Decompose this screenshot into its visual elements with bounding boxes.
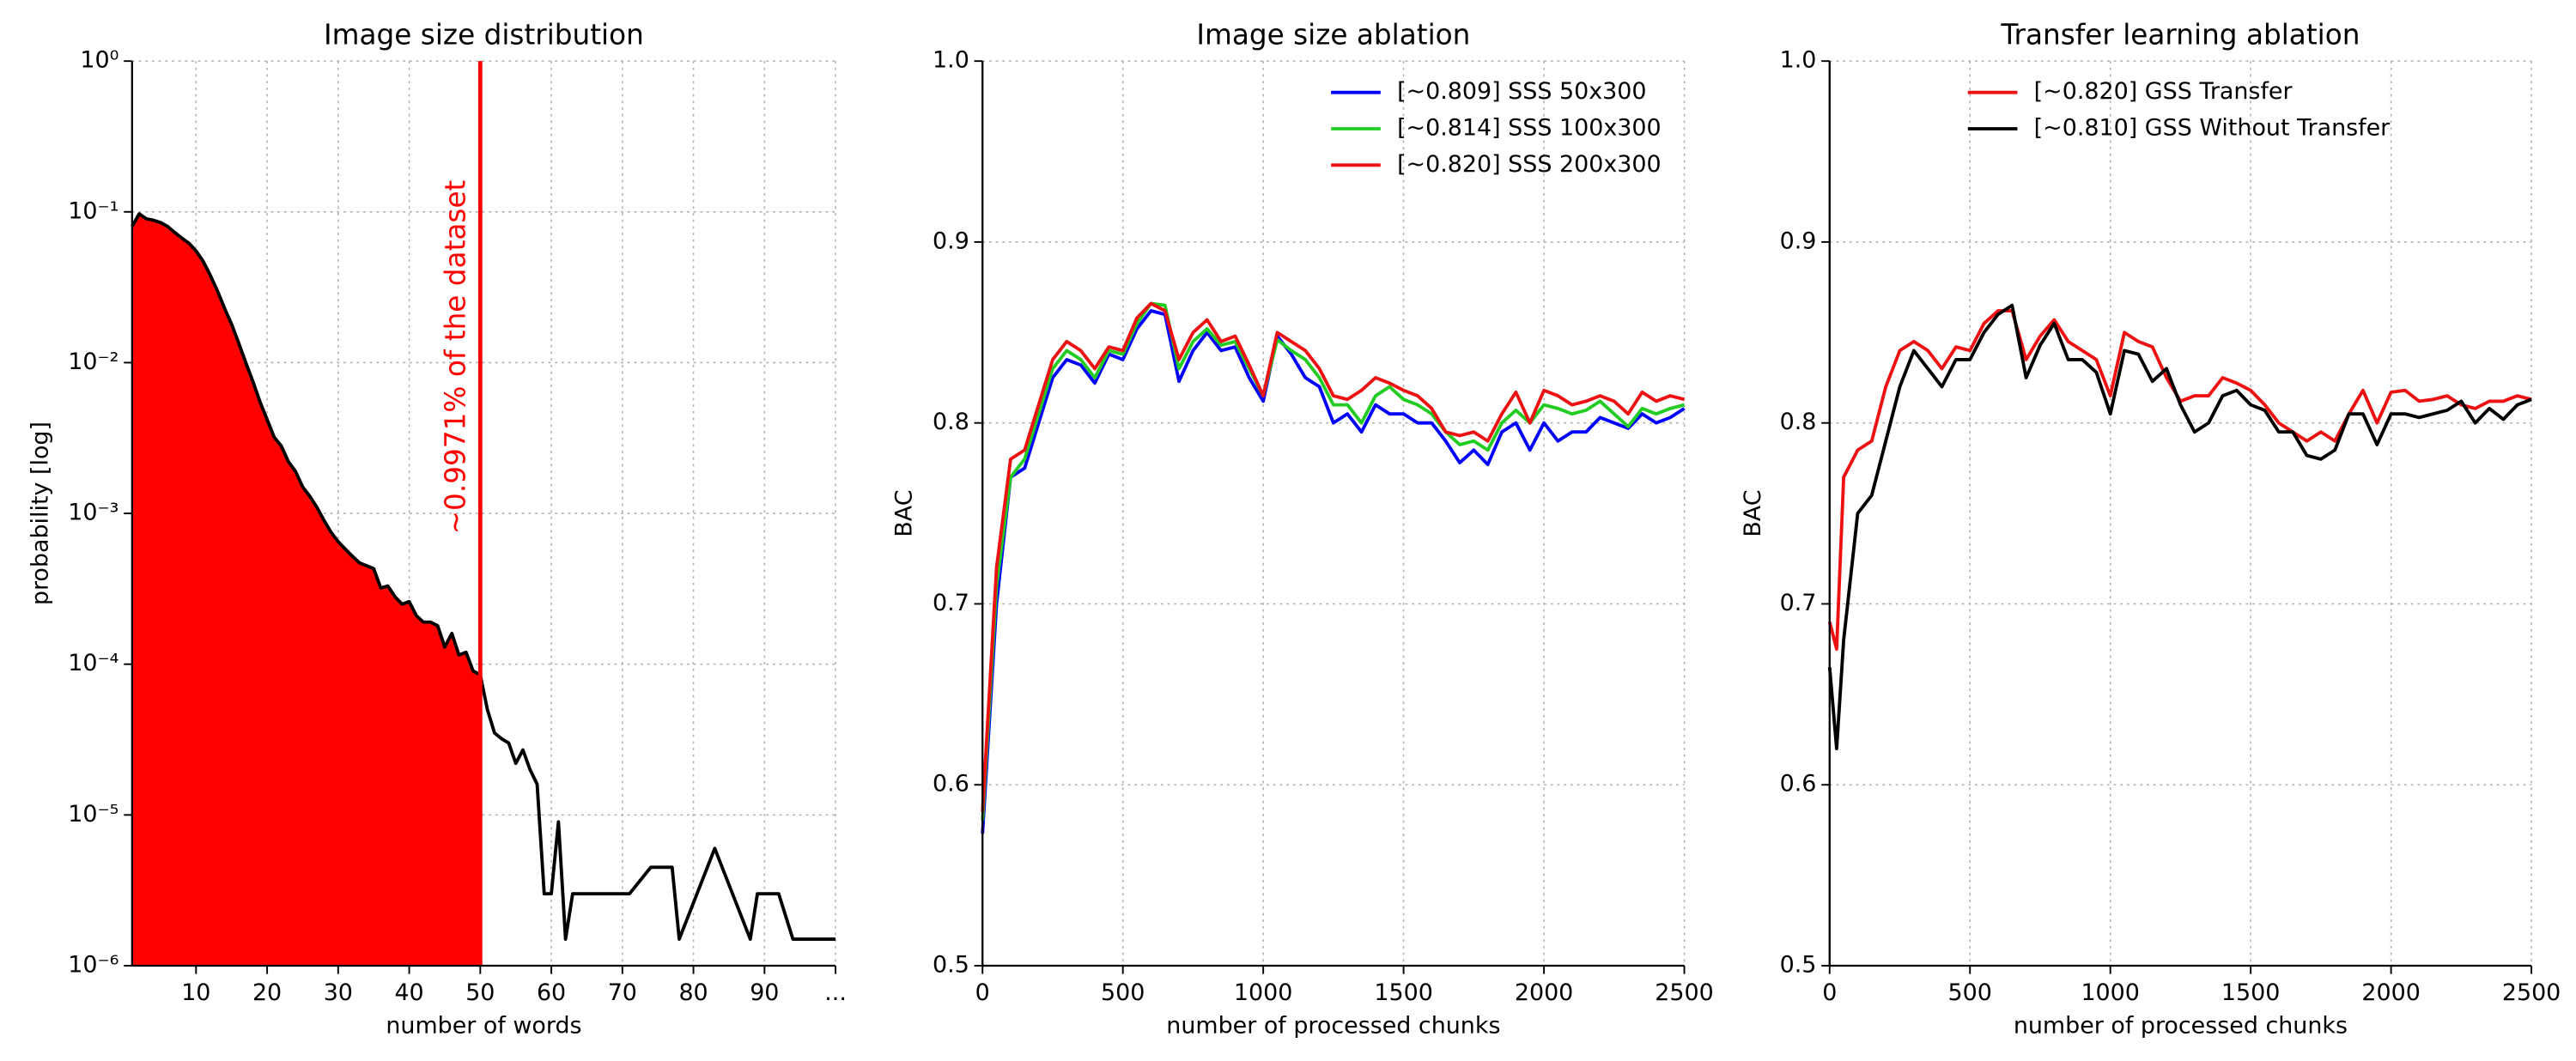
y-tick-label: 0.7 (1780, 590, 1817, 616)
legend-label: [~0.809] SSS 50x300 (1397, 78, 1646, 105)
x-tick-label: 20 (252, 979, 282, 1006)
y-axis-label: BAC (1740, 489, 1766, 537)
annotation: ~0.9971% of the dataset (439, 179, 471, 534)
x-tick-label: 0 (1822, 979, 1837, 1006)
series-line (981, 309, 1686, 834)
area-fill (131, 214, 481, 966)
legend-label: [~0.820] GSS Transfer (2034, 78, 2293, 105)
y-tick-label: 0.8 (1780, 409, 1817, 435)
x-tick-label: 500 (1101, 979, 1145, 1006)
subplot: Transfer learning ablation number of proc… (1740, 18, 2561, 1039)
chart-title: Image size ablation (1196, 18, 1470, 51)
x-tick-label: 1000 (1234, 979, 1292, 1006)
x-tick-label: 500 (1948, 979, 1992, 1006)
y-tick-label: 0.7 (933, 590, 969, 616)
y-tick-label: 10⁻⁴ (68, 650, 118, 676)
y-tick-label: 0.6 (1780, 771, 1817, 797)
x-tick-label: 70 (608, 979, 637, 1006)
y-tick-label: 0.9 (1780, 227, 1817, 254)
y-tick-label: 1.0 (933, 47, 969, 74)
x-tick-label: 80 (678, 979, 708, 1006)
legend-label: [~0.814] SSS 100x300 (1397, 115, 1662, 142)
y-tick-label: 0.8 (933, 409, 969, 435)
x-tick-label: 2500 (2502, 979, 2561, 1006)
y-axis-label: BAC (890, 489, 917, 537)
x-tick-label: 60 (537, 979, 566, 1006)
x-tick-label: 40 (394, 979, 423, 1006)
chart-title: Transfer learning ablation (2000, 18, 2360, 51)
legend-label: [~0.820] SSS 200x300 (1397, 151, 1662, 178)
x-tick-label: 2500 (1655, 979, 1713, 1006)
series-line (981, 301, 1686, 822)
subplot: Image size ablation number of processed c… (890, 18, 1713, 1039)
y-tick-label: 0.6 (933, 771, 969, 797)
x-axis-label: number of words (386, 1013, 581, 1040)
y-tick-label: 10⁻³ (68, 500, 118, 526)
x-tick-label: 90 (750, 979, 779, 1006)
series-line (131, 212, 836, 941)
x-tick-label: 2000 (1515, 979, 1573, 1006)
series-line (1827, 303, 2532, 751)
y-tick-label: 1.0 (1780, 47, 1817, 74)
x-tick-label: 0 (975, 979, 990, 1006)
y-tick-label: 10⁻⁶ (68, 952, 118, 979)
x-tick-label: ... (824, 979, 847, 1006)
x-tick-label: 10 (181, 979, 210, 1006)
x-tick-label: 1000 (2081, 979, 2139, 1006)
x-tick-label: 2000 (2361, 979, 2420, 1006)
y-tick-label: 10⁻¹ (68, 197, 118, 224)
x-axis-label: number of processed chunks (1166, 1013, 1500, 1040)
x-axis-label: number of processed chunks (2014, 1013, 2348, 1040)
legend-label: [~0.810] GSS Without Transfer (2034, 115, 2391, 142)
subplot: Image size distribution number of words pr… (27, 18, 847, 1039)
y-tick-label: 0.5 (1780, 952, 1817, 979)
y-tick-label: 10⁰ (80, 47, 118, 74)
series-line (1827, 309, 2532, 652)
x-tick-label: 1500 (1374, 979, 1432, 1006)
series-line (981, 301, 1686, 812)
legend: [~0.820] GSS Transfer [~0.810] GSS Withou… (1967, 78, 2391, 142)
y-axis-label: probability [log] (27, 421, 54, 605)
y-tick-label: 0.9 (933, 227, 969, 254)
y-tick-label: 0.5 (933, 952, 969, 979)
x-tick-label: 50 (465, 979, 495, 1006)
x-tick-label: 1500 (2221, 979, 2280, 1006)
chart-title: Image size distribution (324, 18, 644, 51)
legend: [~0.809] SSS 50x300 [~0.814] SSS 100x300 [… (1331, 78, 1662, 178)
y-tick-label: 10⁻² (68, 349, 118, 375)
y-tick-label: 10⁻⁵ (68, 801, 118, 828)
x-tick-label: 30 (324, 979, 353, 1006)
